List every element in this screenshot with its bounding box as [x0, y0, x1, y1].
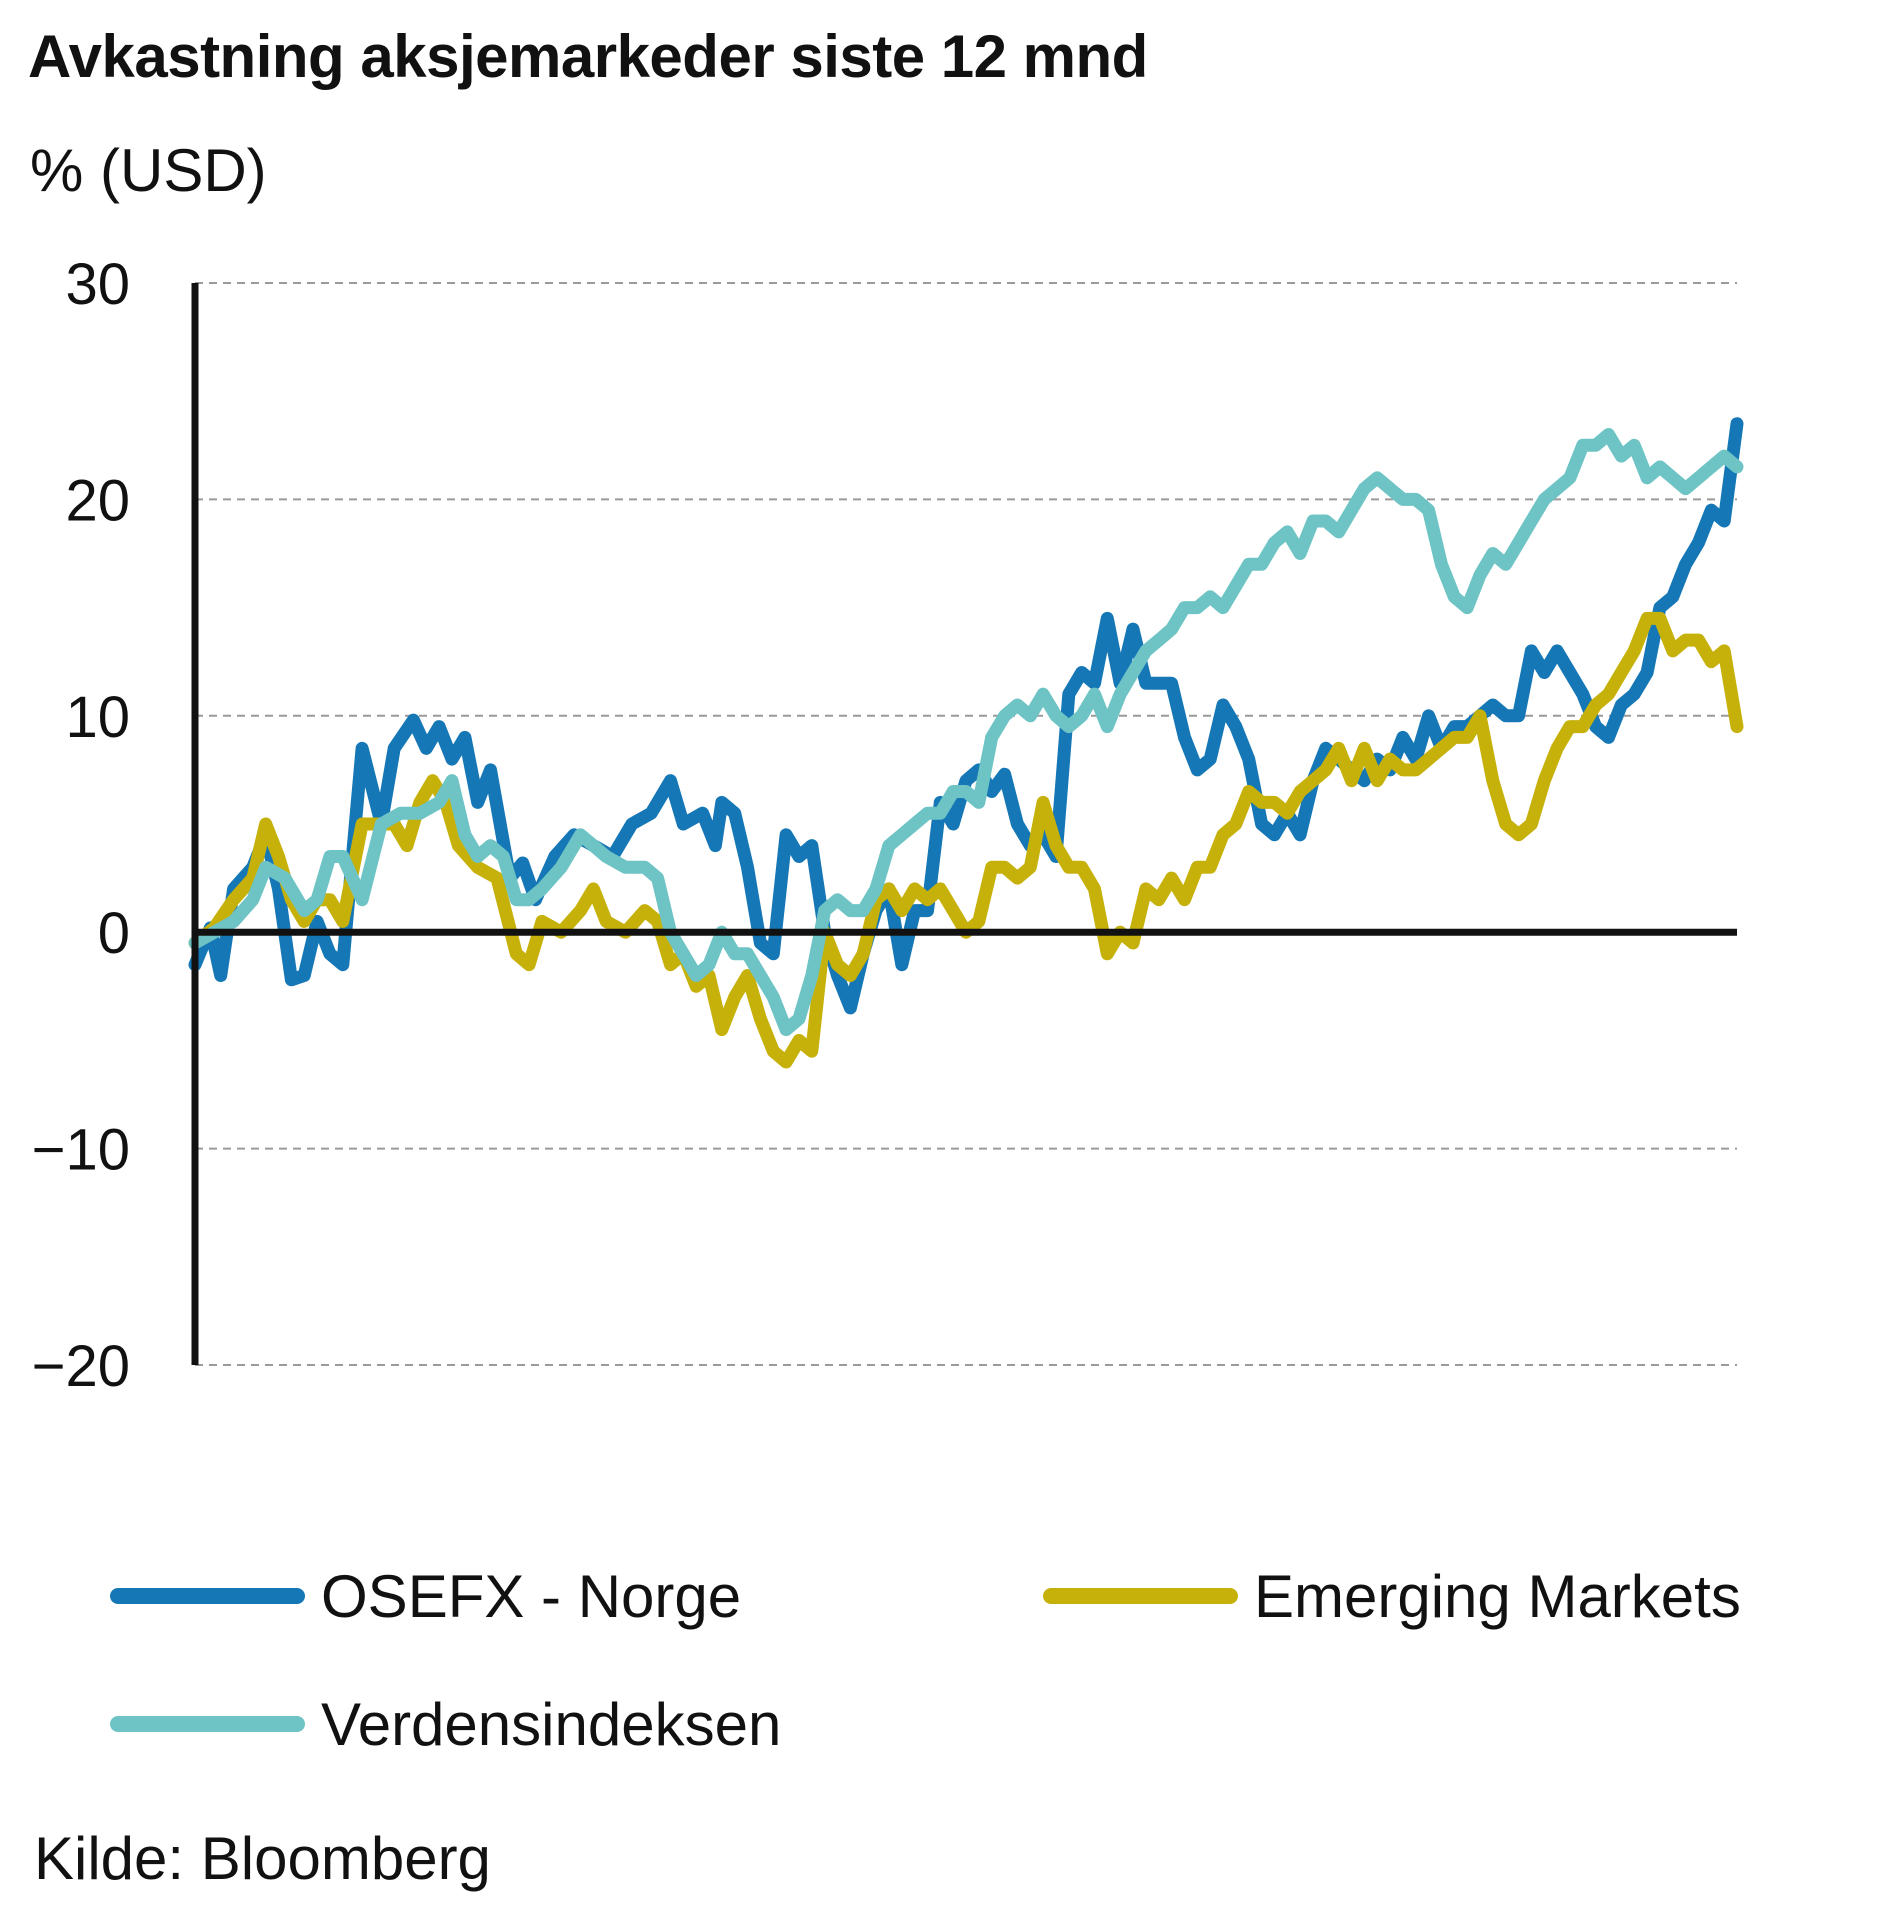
series-line-osefx-norge [188, 417, 1744, 1015]
legend-swatch-emerging-markets [1043, 1588, 1238, 1604]
y-tick-label: 0 [98, 901, 130, 966]
legend-item-verdensindeksen: Verdensindeksen [110, 1684, 781, 1764]
legend-item-osefx: OSEFX - Norge [110, 1556, 741, 1636]
y-tick-label: −20 [32, 1334, 130, 1399]
legend-label-emerging-markets: Emerging Markets [1254, 1562, 1741, 1630]
series-lines [188, 417, 1744, 1069]
y-tick-label: −10 [32, 1118, 130, 1183]
legend-label-verdensindeksen: Verdensindeksen [321, 1690, 782, 1758]
legend-swatch-osefx [110, 1588, 305, 1604]
source-note: Kilde: Bloomberg [34, 1825, 491, 1892]
gridlines [195, 282, 1737, 1366]
series-line-verdensindeksen [188, 428, 1744, 1037]
y-axis-ticks: 30 20 10 0 −10 −20 [32, 252, 130, 1399]
legend-swatch-verdensindeksen [110, 1716, 305, 1732]
chart-title: Avkastning aksjemarkeder siste 12 mnd [28, 23, 1148, 90]
legend-label-osefx: OSEFX - Norge [321, 1562, 742, 1630]
y-axis-unit-label: % (USD) [30, 137, 267, 204]
y-tick-label: 10 [65, 685, 130, 750]
series-line-emerging-markets [188, 611, 1744, 1069]
y-tick-label: 30 [65, 252, 130, 317]
legend-item-emerging-markets: Emerging Markets [1043, 1556, 1741, 1636]
y-tick-label: 20 [65, 468, 130, 533]
